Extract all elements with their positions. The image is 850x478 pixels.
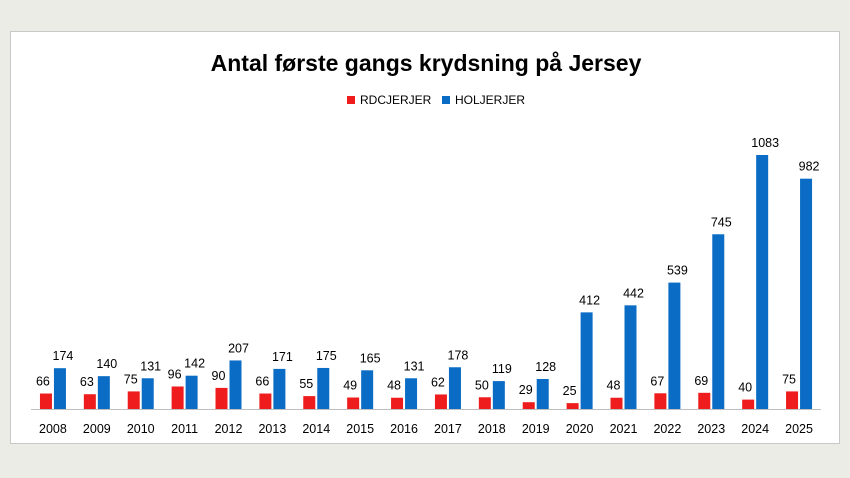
bar-rdcjerjer-2021 (610, 397, 623, 409)
x-tick-label-2009: 2009 (83, 422, 111, 436)
data-label-rdcjerjer-2019: 29 (519, 383, 533, 397)
data-label-holjerjer-2015: 165 (360, 351, 381, 365)
chart-title: Antal første gangs krydsning på Jersey (211, 50, 642, 76)
bar-holjerjer-2025 (800, 178, 813, 409)
bar-holjerjer-2024 (756, 155, 769, 409)
x-tick-label-2017: 2017 (434, 422, 462, 436)
chart-frame: Antal første gangs krydsning på Jersey R… (10, 31, 840, 444)
data-label-rdcjerjer-2024: 40 (738, 381, 752, 395)
bar-rdcjerjer-2014 (303, 396, 316, 409)
data-label-holjerjer-2020: 412 (579, 293, 600, 307)
x-tick-label-2015: 2015 (346, 422, 374, 436)
bar-rdcjerjer-2012 (215, 387, 228, 409)
data-label-holjerjer-2014: 175 (316, 349, 337, 363)
data-label-rdcjerjer-2018: 50 (475, 378, 489, 392)
data-label-rdcjerjer-2022: 67 (650, 374, 664, 388)
bar-holjerjer-2010 (141, 378, 154, 409)
data-label-holjerjer-2023: 745 (711, 215, 732, 229)
x-tick-label-2012: 2012 (215, 422, 243, 436)
data-label-holjerjer-2025: 982 (799, 160, 820, 174)
data-label-rdcjerjer-2008: 66 (36, 375, 50, 389)
data-label-rdcjerjer-2025: 75 (782, 372, 796, 386)
legend: RDCJERJER HOLJERJER (347, 93, 525, 107)
x-tick-label-2020: 2020 (566, 422, 594, 436)
bar-rdcjerjer-2013 (259, 393, 272, 409)
legend-swatch-rdcjerjer (347, 96, 355, 104)
bar-holjerjer-2022 (668, 282, 681, 409)
data-label-rdcjerjer-2015: 49 (343, 379, 357, 393)
data-label-holjerjer-2019: 128 (535, 360, 556, 374)
bar-holjerjer-2008 (53, 368, 66, 409)
x-tick-label-2014: 2014 (302, 422, 330, 436)
bar-holjerjer-2013 (273, 368, 286, 409)
bar-chart: Antal første gangs krydsning på Jersey R… (31, 50, 821, 436)
bar-rdcjerjer-2009 (83, 394, 96, 409)
x-tick-label-2021: 2021 (610, 422, 638, 436)
data-label-rdcjerjer-2020: 25 (563, 384, 577, 398)
x-tick-label-2008: 2008 (39, 422, 67, 436)
bar-rdcjerjer-2024 (742, 399, 755, 409)
x-tick-label-2010: 2010 (127, 422, 155, 436)
bar-holjerjer-2009 (97, 376, 110, 409)
bar-rdcjerjer-2020 (566, 403, 579, 409)
data-label-holjerjer-2017: 178 (448, 348, 469, 362)
x-tick-label-2023: 2023 (697, 422, 725, 436)
bar-rdcjerjer-2017 (434, 394, 447, 409)
data-label-rdcjerjer-2014: 55 (299, 377, 313, 391)
data-label-holjerjer-2013: 171 (272, 350, 293, 364)
legend-swatch-holjerjer (442, 96, 450, 104)
bar-rdcjerjer-2015 (347, 397, 360, 409)
data-label-holjerjer-2022: 539 (667, 264, 688, 278)
data-label-rdcjerjer-2011: 96 (168, 367, 182, 381)
legend-label-holjerjer: HOLJERJER (455, 93, 525, 107)
bar-rdcjerjer-2010 (127, 391, 140, 409)
x-tick-label-2011: 2011 (171, 422, 198, 436)
x-tick-label-2019: 2019 (522, 422, 550, 436)
data-label-holjerjer-2012: 207 (228, 341, 249, 355)
data-label-rdcjerjer-2013: 66 (255, 375, 269, 389)
data-label-holjerjer-2008: 174 (53, 349, 74, 363)
legend-label-rdcjerjer: RDCJERJER (360, 93, 432, 107)
data-label-holjerjer-2021: 442 (623, 286, 644, 300)
bar-holjerjer-2023 (712, 234, 725, 409)
bar-holjerjer-2015 (361, 370, 374, 409)
bar-rdcjerjer-2018 (478, 397, 491, 409)
bar-holjerjer-2016 (405, 378, 418, 409)
data-label-rdcjerjer-2021: 48 (607, 379, 621, 393)
data-label-rdcjerjer-2023: 69 (694, 374, 708, 388)
data-label-rdcjerjer-2010: 75 (124, 372, 138, 386)
bar-rdcjerjer-2008 (39, 393, 52, 409)
data-label-holjerjer-2018: 119 (492, 362, 512, 376)
bar-rdcjerjer-2023 (698, 392, 711, 409)
data-label-holjerjer-2010: 131 (140, 359, 161, 373)
bar-holjerjer-2012 (229, 360, 242, 409)
data-label-holjerjer-2011: 142 (184, 357, 205, 371)
data-label-rdcjerjer-2017: 62 (431, 375, 445, 389)
bar-holjerjer-2019 (536, 378, 549, 409)
bar-holjerjer-2018 (492, 381, 505, 409)
x-tick-label-2018: 2018 (478, 422, 506, 436)
bar-holjerjer-2020 (580, 312, 593, 409)
bar-holjerjer-2021 (624, 305, 637, 409)
bar-rdcjerjer-2016 (391, 397, 404, 409)
data-label-holjerjer-2009: 140 (96, 357, 117, 371)
data-label-rdcjerjer-2009: 63 (80, 375, 94, 389)
x-tick-label-2013: 2013 (258, 422, 286, 436)
bar-holjerjer-2014 (317, 367, 330, 409)
bar-rdcjerjer-2025 (786, 391, 799, 409)
bar-rdcjerjer-2022 (654, 393, 667, 409)
x-tick-label-2024: 2024 (741, 422, 769, 436)
x-tick-label-2025: 2025 (785, 422, 813, 436)
plot-area: 6617420086314020097513120109614220119020… (31, 136, 821, 436)
x-tick-label-2016: 2016 (390, 422, 418, 436)
x-tick-label-2022: 2022 (653, 422, 681, 436)
data-label-rdcjerjer-2012: 90 (212, 369, 226, 383)
data-label-rdcjerjer-2016: 48 (387, 379, 401, 393)
bar-holjerjer-2017 (448, 367, 461, 409)
bar-rdcjerjer-2011 (171, 386, 184, 409)
bar-rdcjerjer-2019 (522, 402, 535, 409)
data-label-holjerjer-2024: 1083 (751, 136, 779, 150)
bar-holjerjer-2011 (185, 375, 198, 409)
data-label-holjerjer-2016: 131 (404, 359, 425, 373)
